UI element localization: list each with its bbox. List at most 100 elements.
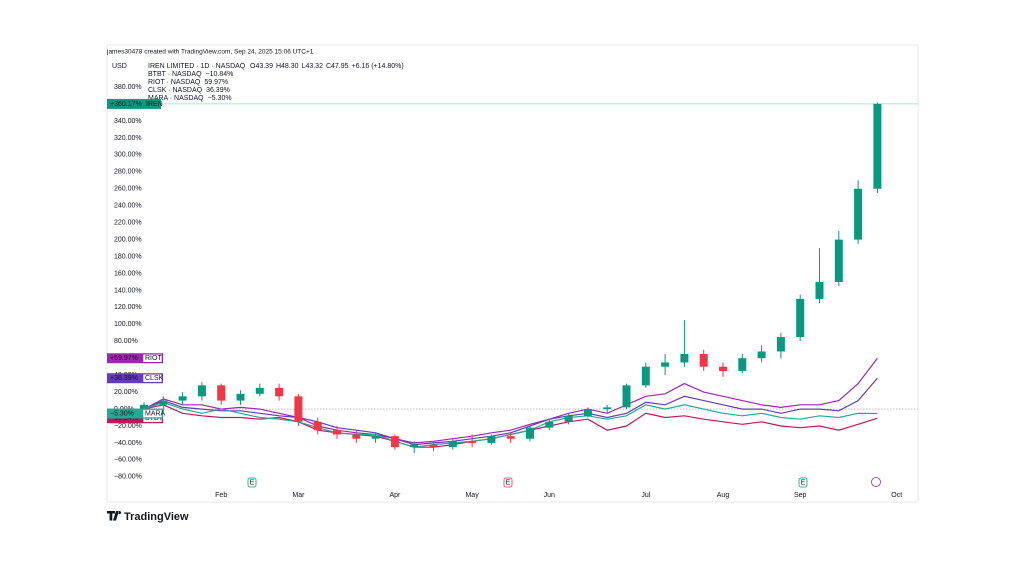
y-tick-label: −20.00% (114, 423, 142, 430)
y-tick-label: 240.00% (114, 203, 142, 210)
x-tick-label: Jul (641, 492, 650, 499)
y-tick-label: 380.00% (114, 84, 142, 91)
price-tag (107, 373, 163, 384)
y-tick-label: −80.00% (114, 474, 142, 481)
candle-body (333, 430, 341, 435)
y-tick-label: 160.00% (114, 270, 142, 277)
credit: james30478 created with TradingView.com,… (106, 49, 314, 56)
candle-body (815, 281, 824, 299)
candle-body (603, 407, 612, 410)
legend-value: −5.30% (208, 95, 232, 102)
candle-body (738, 358, 747, 371)
candle-body (352, 434, 361, 439)
candle-body (796, 298, 805, 338)
candle-body (197, 385, 206, 397)
price-tag-label: +360.17% (110, 101, 142, 108)
y-tick-label: 200.00% (114, 236, 142, 243)
brand: TradingView (124, 511, 189, 523)
candle-body (641, 366, 650, 386)
candle-body (275, 387, 284, 397)
y-tick-label: 140.00% (114, 287, 142, 294)
candle-body (776, 337, 785, 352)
x-tick-label: Aug (717, 492, 730, 499)
candle-body (410, 444, 419, 448)
y-tick-label: 300.00% (114, 152, 142, 159)
candle-body (661, 362, 670, 367)
price-tag-box (142, 353, 163, 363)
price-tag-symbol: IREN (146, 101, 163, 108)
ohlc-value: C47.95 (326, 63, 349, 70)
price-tag-label: +36.39% (110, 375, 138, 382)
price-tag (107, 353, 163, 364)
y-tick-label: 20.00% (114, 389, 138, 396)
candle-body (757, 351, 766, 359)
y-tick-label: −40.00% (114, 440, 142, 447)
price-tag (107, 408, 163, 419)
legend-value: 59.97% (204, 79, 228, 86)
price-tag (107, 98, 161, 109)
symbol: IREN LIMITED · 1D · NASDAQ (148, 63, 246, 70)
legend: BTBT · NASDAQ −10.84% RIOT · NASDAQ 59.97%C… (148, 71, 233, 102)
candle-body (564, 415, 573, 422)
y-tick-label: 180.00% (114, 253, 142, 260)
series-line (143, 357, 878, 444)
currency: USD (112, 63, 127, 70)
y-tick-label: 220.00% (114, 220, 142, 227)
y-tick-label: 100.00% (114, 321, 142, 328)
candle-body (255, 387, 264, 394)
candle-body (834, 239, 843, 282)
candle-body (719, 366, 727, 371)
candle-body (468, 441, 477, 443)
y-tick-label: 80.00% (114, 338, 138, 345)
x-tick-label: Apr (389, 492, 401, 499)
ohlc-value: H48.30 (276, 63, 299, 70)
candle-body (873, 103, 882, 189)
candle-body (313, 421, 322, 431)
ohlc-value: O43.39 (250, 63, 273, 70)
legend-name: MARA · NASDAQ (148, 95, 204, 102)
y-tick-label: 280.00% (114, 169, 142, 176)
y-tick-label: −60.00% (114, 457, 142, 464)
x-tick-label: Feb (215, 492, 227, 499)
y-tick-label: 260.00% (114, 186, 142, 193)
candle-body (236, 393, 245, 401)
event-marker (871, 477, 881, 487)
candle-body (371, 436, 380, 439)
price-tag-box (142, 373, 163, 383)
event-label: E (801, 480, 806, 487)
x-tick-label: Oct (891, 492, 902, 499)
price-tag-symbol: MARA (145, 410, 166, 417)
candle-body (217, 385, 226, 401)
candle-body (699, 353, 708, 367)
candle-body (526, 427, 534, 439)
candle-body (390, 436, 399, 448)
candle-body (178, 396, 187, 401)
price-tag-symbol: RIOT (145, 355, 162, 362)
brand-logo (107, 511, 122, 521)
y-tick-label: 340.00% (114, 118, 142, 125)
ohlc-value: L43.32 (302, 63, 324, 70)
x-tick-label: Jun (544, 492, 555, 499)
candle-body (545, 421, 554, 428)
legend-name: CLSK · NASDAQ (148, 87, 203, 94)
candle-body (448, 441, 457, 448)
price-tag-box (142, 409, 163, 418)
candle-body (506, 436, 515, 439)
ohlc-row: O43.39 H48.30 L43.32 C47.95 +6.16 (+14.80%) (250, 63, 404, 70)
x-tick-label: May (465, 492, 479, 499)
ohlc-value: +6.16 (+14.80%) (352, 63, 404, 70)
plot-frame (106, 44, 919, 503)
candle-body (294, 396, 303, 422)
candle-body (854, 188, 863, 240)
x-tick-label: Sep (794, 492, 807, 499)
event-marker (247, 477, 257, 488)
price-tag-symbol: CLSK (145, 375, 164, 382)
legend-name: RIOT · NASDAQ (148, 79, 201, 86)
candle-body (429, 444, 438, 448)
event-marker (503, 477, 513, 488)
price-tag-label: +59.97% (110, 355, 138, 362)
price-tag-label: −10.84% (110, 415, 138, 422)
candle-body (159, 400, 168, 405)
